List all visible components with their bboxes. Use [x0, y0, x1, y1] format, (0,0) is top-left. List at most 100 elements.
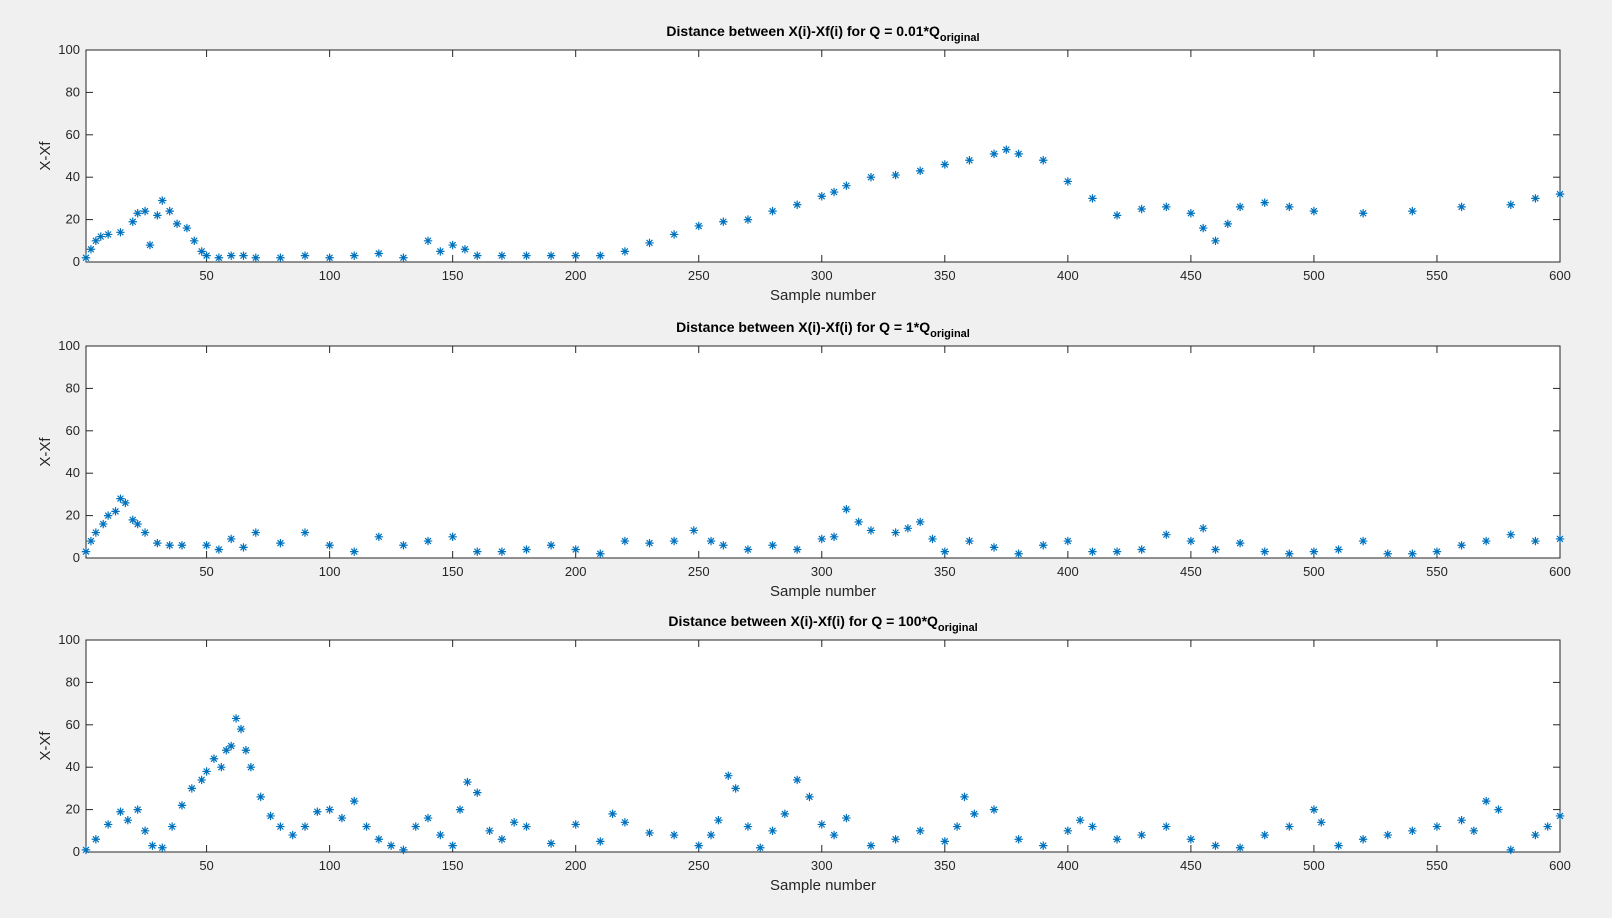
subplot-3: Distance between X(i)-Xf(i) for Q = 100*… — [37, 613, 1571, 894]
y-tick-label: 80 — [66, 674, 80, 689]
data-point — [436, 830, 445, 840]
data-point — [497, 251, 507, 260]
data-point — [81, 845, 91, 855]
data-point — [960, 792, 969, 802]
data-point — [1506, 530, 1515, 539]
data-point — [266, 811, 275, 821]
data-point — [123, 816, 133, 825]
data-point — [148, 841, 157, 850]
x-tick-label: 50 — [199, 268, 213, 283]
chart-title: Distance between X(i)-Xf(i) for Q = 100*… — [668, 613, 977, 634]
x-tick-label: 450 — [1180, 858, 1202, 873]
data-point — [817, 192, 826, 201]
data-point — [202, 767, 211, 776]
data-point — [768, 541, 777, 550]
subplot-2: Distance between X(i)-Xf(i) for Q = 1*Qo… — [37, 319, 1571, 600]
data-point — [251, 528, 260, 537]
data-point — [197, 775, 206, 785]
data-point — [1198, 223, 1208, 233]
data-point — [91, 528, 101, 537]
data-point — [805, 792, 814, 802]
x-tick-label: 550 — [1426, 268, 1448, 283]
data-point — [1014, 549, 1023, 558]
data-point — [140, 528, 150, 537]
data-point — [522, 545, 531, 554]
data-point — [455, 805, 465, 814]
x-tick-label: 350 — [934, 858, 956, 873]
data-point — [571, 545, 580, 554]
data-point — [1432, 822, 1442, 831]
data-point — [463, 777, 472, 787]
data-point — [246, 763, 256, 772]
y-tick-label: 0 — [73, 844, 80, 859]
chart-title-subscript: original — [940, 32, 980, 44]
data-point — [460, 245, 470, 254]
data-point — [792, 200, 802, 209]
y-tick-label: 20 — [66, 802, 80, 817]
data-point — [81, 547, 91, 556]
data-point — [103, 230, 113, 239]
data-point — [300, 251, 310, 260]
x-tick-label: 200 — [565, 564, 587, 579]
data-point — [485, 826, 494, 835]
data-point — [86, 245, 96, 254]
data-point — [239, 251, 248, 260]
x-tick-label: 200 — [565, 268, 587, 283]
x-tick-label: 100 — [319, 858, 341, 873]
data-point — [1162, 530, 1171, 539]
data-point — [182, 223, 192, 233]
data-point — [399, 541, 408, 550]
data-point — [1186, 536, 1196, 546]
data-point — [1317, 818, 1326, 827]
data-point — [202, 541, 211, 550]
data-point — [891, 835, 900, 844]
data-point — [226, 534, 236, 544]
data-point — [116, 807, 125, 816]
data-point — [362, 822, 371, 831]
x-tick-label: 450 — [1180, 564, 1202, 579]
data-point — [620, 536, 630, 546]
data-point — [91, 835, 101, 844]
data-point — [86, 536, 96, 546]
data-point — [1531, 830, 1540, 840]
y-tick-label: 100 — [58, 338, 80, 353]
data-point — [96, 232, 105, 241]
data-point — [724, 771, 733, 780]
data-point — [866, 526, 876, 535]
y-tick-label: 60 — [66, 717, 80, 732]
data-point — [829, 187, 839, 197]
y-axis-label: X-Xf — [37, 141, 54, 171]
data-point — [374, 249, 384, 258]
y-tick-label: 20 — [66, 212, 80, 227]
x-tick-label: 300 — [811, 858, 833, 873]
data-point — [399, 845, 408, 855]
y-axis-label: X-Xf — [37, 437, 54, 467]
data-point — [1408, 826, 1417, 835]
chart-title-main: Distance between X(i)-Xf(i) for Q = 100*… — [668, 613, 938, 629]
chart-title-main: Distance between X(i)-Xf(i) for Q = 1*Q — [676, 319, 930, 335]
data-point — [989, 149, 999, 159]
data-point — [1506, 845, 1515, 855]
data-point — [236, 724, 246, 734]
data-point — [780, 809, 790, 819]
x-tick-label: 550 — [1426, 564, 1448, 579]
data-point — [1198, 524, 1208, 533]
x-tick-label: 300 — [811, 268, 833, 283]
data-point — [133, 805, 142, 814]
data-point — [81, 253, 91, 262]
x-tick-label: 50 — [199, 564, 213, 579]
data-point — [1112, 547, 1122, 556]
data-point — [1408, 206, 1417, 216]
data-point — [1494, 805, 1503, 814]
data-point — [842, 813, 851, 823]
data-point — [187, 784, 197, 793]
data-point — [891, 170, 900, 180]
data-point — [251, 253, 260, 262]
data-point — [706, 830, 716, 840]
data-point — [1285, 822, 1294, 831]
data-point — [1137, 830, 1146, 840]
x-tick-label: 250 — [688, 268, 710, 283]
data-point — [970, 809, 979, 819]
data-point — [1309, 805, 1319, 814]
